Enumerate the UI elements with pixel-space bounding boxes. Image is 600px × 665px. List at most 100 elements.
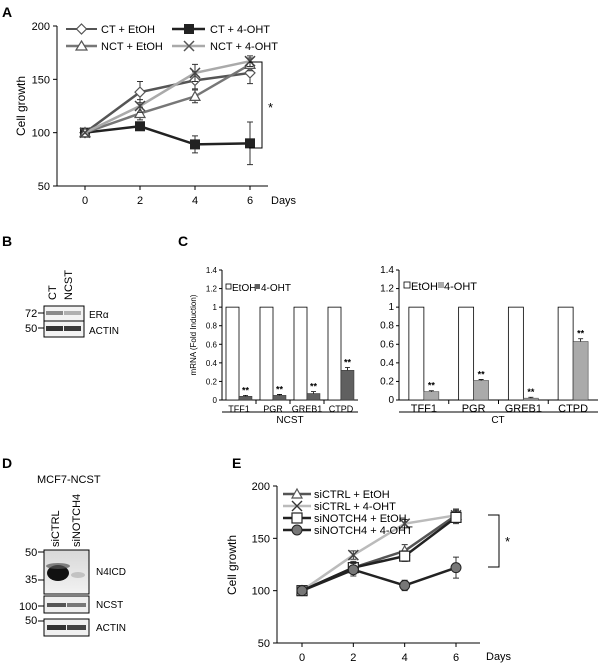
bar-4oht <box>474 381 489 401</box>
western-blot-d: MCF7-NCST siCTRL siNOTCH4 50 35 100 50 N… <box>19 474 126 636</box>
y-tick-label: 100 <box>32 128 50 140</box>
lane-label-sinotch4: siNOTCH4 <box>71 494 83 547</box>
bar-group-pgr: ** <box>459 307 489 400</box>
series-line <box>85 64 250 132</box>
error-bar <box>345 368 350 371</box>
band-label-er-alpha: ERα <box>89 310 109 321</box>
bar-group-tff1: ** <box>226 307 252 400</box>
y-tick-label: 1.4 <box>206 266 218 275</box>
panel-label-e: E <box>232 455 241 471</box>
significance-star: * <box>505 534 510 549</box>
band-label-actin: ACTIN <box>89 326 119 337</box>
x-tick-label: 2 <box>137 195 143 207</box>
legend-label: siCTRL + EtOH <box>314 489 390 501</box>
x-tick-label: 2 <box>350 652 356 664</box>
marker-50: 50 <box>25 547 37 559</box>
chart-a: Cell growth Days 50100150200 0246 * CT +… <box>14 21 297 207</box>
y-tick-label: 1.2 <box>206 285 218 294</box>
x-tick-label: PGR <box>462 403 486 415</box>
y-tick-label: 1 <box>213 303 218 312</box>
bar-etoh <box>328 307 341 400</box>
panel-label-c: C <box>178 233 188 249</box>
series-nct-etoh <box>80 58 255 137</box>
legend-label-etoh: EtOH <box>411 281 438 293</box>
y-tick-label: 0.6 <box>206 340 218 349</box>
x-tick-label: GREB1 <box>505 403 542 415</box>
legend-item-sictrl-4oht: siCTRL + 4-OHT <box>283 501 396 513</box>
error-bar <box>311 392 316 394</box>
panel-label-d: D <box>2 455 12 471</box>
lane-label-sictrl: siCTRL <box>50 510 62 547</box>
legend-item-nct-4oht: NCT + 4-OHT <box>172 41 278 53</box>
y-tick-label: 150 <box>252 533 270 545</box>
significance-label: ** <box>242 385 250 395</box>
data-point <box>297 586 307 596</box>
y-tick-label: 50 <box>258 638 270 650</box>
bar-group-tff1: ** <box>409 307 439 400</box>
legend-item-ct-etoh: CT + EtOH <box>66 24 155 36</box>
legend-label: siCTRL + 4-OHT <box>314 501 396 513</box>
y-tick-label: 0.2 <box>380 376 394 387</box>
legend-item-sinotch4-etoh: siNOTCH4 + EtOH <box>283 513 407 525</box>
significance-label: ** <box>478 370 486 380</box>
legend-label: CT + EtOH <box>101 24 155 36</box>
chart-e: Cell growth Days 50 100 150 200 0 2 4 6 * siCT… <box>225 481 512 664</box>
marker-50: 50 <box>25 323 37 335</box>
x-tick-label: 6 <box>247 195 253 207</box>
x-tick-label: 0 <box>299 652 305 664</box>
y-axis-label: Cell growth <box>225 535 239 595</box>
bar-4oht <box>424 392 439 400</box>
group-label-ct: CT <box>491 415 504 426</box>
y-tick-label: 0.6 <box>380 339 394 350</box>
bar-etoh <box>508 307 523 400</box>
marker-50b: 50 <box>25 615 37 627</box>
bar-etoh <box>558 307 573 400</box>
y-tick-label: 1.4 <box>380 265 394 276</box>
series-line <box>85 126 250 144</box>
y-tick-label: 150 <box>32 74 50 86</box>
y-tick-label: 200 <box>252 481 270 493</box>
error-bar <box>578 339 583 342</box>
series-line <box>85 61 250 132</box>
bar-etoh <box>260 307 273 400</box>
marker-72: 72 <box>25 308 37 320</box>
significance-label: ** <box>344 358 352 368</box>
lane-label-ct: CT <box>47 285 59 300</box>
significance-bracket <box>488 515 499 567</box>
legend-label: siNOTCH4 + EtOH <box>314 513 407 525</box>
bar-etoh <box>226 307 239 400</box>
bar-group-greb1: ** <box>508 307 538 400</box>
y-tick-label: 0.4 <box>380 358 394 369</box>
data-point <box>190 91 200 100</box>
y-tick-label: 0 <box>213 396 218 405</box>
y-tick-label: 0.4 <box>206 359 218 368</box>
bar-4oht <box>341 370 354 400</box>
significance-label: ** <box>527 387 535 397</box>
legend: EtOH 4-OHT <box>404 281 477 293</box>
bar-etoh <box>409 307 424 400</box>
bar-4oht <box>239 396 252 400</box>
band-label-actin: ACTIN <box>96 623 126 634</box>
significance-label: ** <box>428 381 436 391</box>
bar-4oht <box>573 342 588 401</box>
marker-100: 100 <box>19 601 37 613</box>
legend-label: CT + 4-OHT <box>210 24 270 36</box>
blot-title: MCF7-NCST <box>37 474 101 486</box>
y-tick-label: 0 <box>388 395 394 406</box>
data-point <box>400 580 410 590</box>
significance-star: * <box>268 100 273 115</box>
legend-label-4oht: 4-OHT <box>261 283 291 294</box>
legend: siCTRL + EtOH siCTRL + 4-OHT siNOTCH4 + … <box>283 489 413 537</box>
y-tick-label: 0.8 <box>206 322 218 331</box>
western-blot-b: CT NCST 72 50 ERα ACTIN <box>25 270 119 337</box>
marker-35: 35 <box>25 574 37 586</box>
y-tick-label: 0.2 <box>206 377 218 386</box>
x-tick-label: 4 <box>402 652 408 664</box>
data-point <box>400 551 410 561</box>
x-tick-label: CTPD <box>558 403 588 415</box>
band-label-n4icd: N4ICD <box>96 567 126 578</box>
y-tick-label: 1 <box>388 302 394 313</box>
panel-label-a: A <box>2 4 12 20</box>
legend-label: siNOTCH4 + 4-OHT <box>314 525 413 537</box>
data-point <box>245 138 255 148</box>
